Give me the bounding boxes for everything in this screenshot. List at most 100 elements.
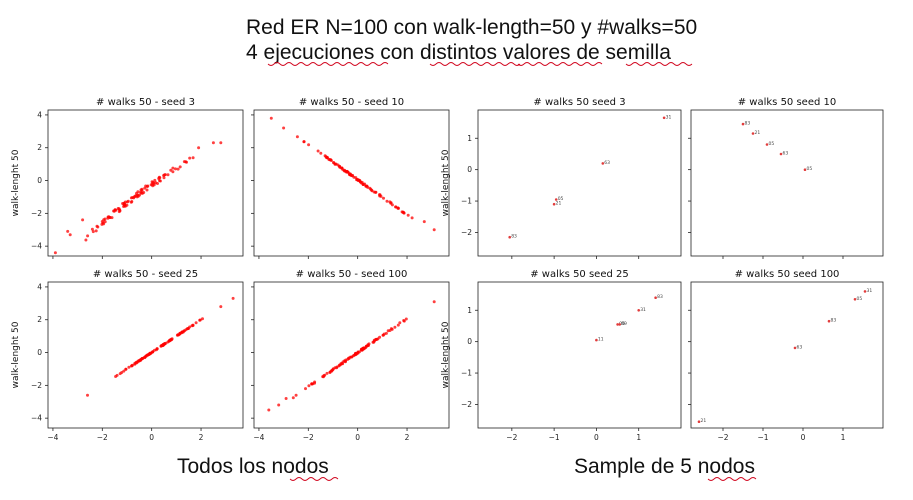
- plot-frame: [253, 109, 450, 257]
- plot-frame: [253, 281, 450, 429]
- data-point: [302, 140, 306, 144]
- data-point: [295, 135, 299, 139]
- data-point: [381, 333, 385, 337]
- data-point: [310, 382, 314, 386]
- y-axis-label: walk-lenght 50: [11, 149, 21, 216]
- data-point: [123, 204, 127, 208]
- point-label: 05: [769, 141, 775, 147]
- data-point: [176, 167, 180, 171]
- y-tick-label: 2: [37, 143, 42, 152]
- data-point: [136, 194, 140, 198]
- x-tick-label: 2: [199, 433, 204, 442]
- data-point: [110, 216, 114, 220]
- data-point: [145, 188, 149, 192]
- spellcheck-underline-valores: [517, 62, 603, 66]
- data-point: [410, 216, 414, 220]
- x-tick-label: 0: [801, 433, 806, 442]
- data-point: [146, 184, 150, 188]
- data-point: [157, 177, 161, 180]
- data-point: [166, 173, 170, 177]
- y-axis-label: walk-lenght 50: [441, 149, 451, 216]
- spellcheck-underline-nodos-right: [707, 477, 757, 481]
- data-point: [390, 203, 394, 207]
- data-point: [601, 162, 605, 165]
- data-point: [365, 344, 368, 348]
- scatter-panel-5: # walks 50 seed 3 walk-lenght 50 −2 −1 0 1 83 2…: [441, 97, 682, 259]
- data-point: [94, 229, 98, 233]
- point-label: 63: [797, 344, 803, 350]
- data-point: [122, 202, 126, 206]
- y-tick-label: 4: [37, 282, 42, 291]
- point-label: 83: [745, 121, 751, 127]
- data-point: [331, 368, 335, 372]
- data-point: [432, 300, 436, 304]
- data-point: [198, 318, 202, 322]
- scatter-panel-8: # walks 50 seed 100 −2 −1 0 1 21 63 83 05 31: [688, 269, 884, 442]
- data-point: [118, 209, 122, 213]
- y-axis-label: walk-lenght 50: [441, 321, 451, 388]
- data-point: [130, 200, 134, 203]
- plot-frame: [47, 109, 244, 257]
- data-point: [343, 169, 347, 173]
- data-point: [133, 194, 137, 198]
- data-point: [386, 329, 390, 333]
- data-point: [142, 191, 146, 194]
- plot-frame: [477, 109, 682, 257]
- slide-title-line1: Red ER N=100 con walk-length=50 y #walks…: [246, 16, 697, 39]
- x-tick-label: −4: [253, 433, 264, 442]
- panel-title: # walks 50 seed 100: [735, 269, 840, 280]
- data-point: [765, 143, 769, 146]
- data-point: [84, 238, 88, 242]
- point-label: 11: [598, 337, 604, 343]
- point-label: 21: [701, 418, 707, 424]
- data-point: [360, 348, 364, 352]
- data-point: [307, 384, 311, 388]
- data-point: [356, 179, 360, 183]
- data-point: [171, 166, 175, 170]
- point-label: 21: [755, 130, 761, 136]
- data-point: [335, 366, 339, 370]
- data-point: [125, 200, 129, 204]
- data-point: [101, 221, 105, 225]
- data-point: [169, 168, 173, 172]
- panel-title: # walks 50 seed 3: [533, 97, 625, 108]
- data-point: [53, 251, 57, 255]
- point-label: 05: [807, 166, 813, 172]
- caption-left: Todos los nodos: [177, 455, 329, 478]
- panel-title: # walks 50 seed 25: [530, 269, 629, 280]
- data-point: [277, 403, 281, 407]
- y-axis-label: walk-lenght 50: [11, 321, 21, 388]
- data-point: [86, 393, 89, 397]
- data-point: [294, 393, 298, 397]
- data-point: [319, 151, 323, 155]
- data-point: [361, 183, 365, 186]
- data-point: [219, 141, 223, 145]
- plot-frame: [690, 109, 884, 257]
- data-point: [364, 184, 368, 188]
- point-label: 83: [511, 234, 517, 240]
- data-point: [374, 190, 378, 194]
- data-point: [291, 396, 295, 400]
- data-point: [779, 152, 783, 156]
- y-tick-label: 4: [37, 110, 42, 119]
- data-point: [148, 351, 152, 355]
- point-label: 31: [640, 307, 646, 313]
- data-point: [154, 348, 158, 352]
- data-point: [393, 325, 397, 329]
- data-point: [143, 356, 147, 360]
- data-point: [174, 167, 177, 171]
- data-point: [163, 342, 166, 346]
- slide-title-line2: 4 ejecuciones con distintos valores de s…: [246, 41, 671, 64]
- plot-frame: [477, 281, 682, 429]
- data-point: [402, 319, 406, 322]
- data-point: [188, 156, 192, 160]
- data-point: [162, 176, 166, 180]
- data-point: [153, 178, 157, 182]
- data-point: [211, 141, 215, 145]
- data-point: [158, 179, 162, 183]
- data-point: [68, 233, 72, 237]
- data-point: [139, 191, 143, 195]
- x-tick-label: 1: [841, 433, 846, 442]
- plot-frame: [47, 281, 244, 429]
